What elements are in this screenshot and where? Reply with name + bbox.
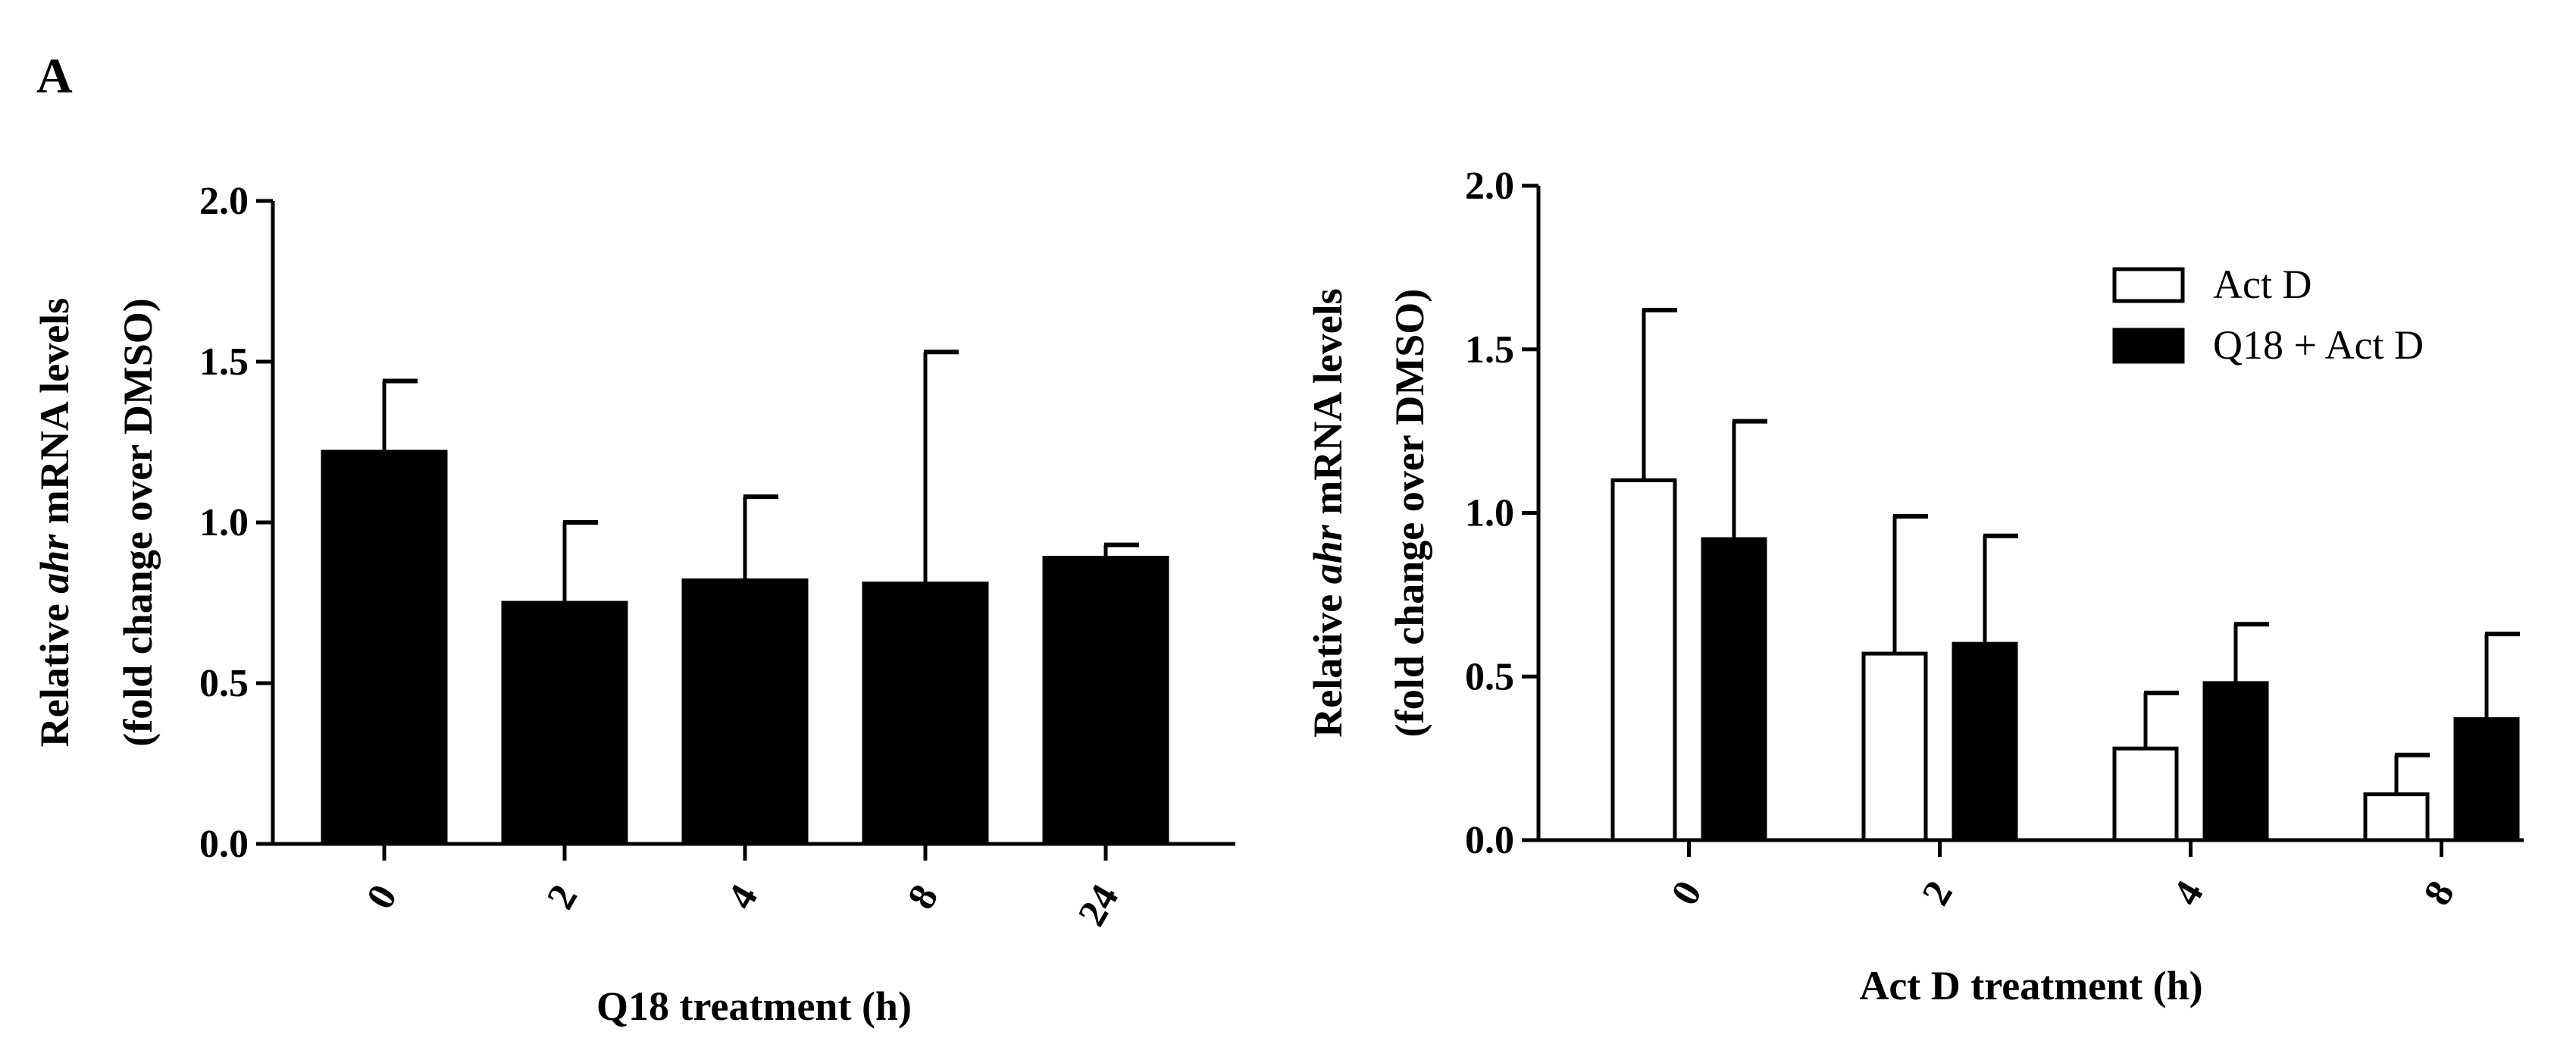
- x-tick-label: 4: [2165, 874, 2212, 913]
- x-tick-label: 8: [900, 878, 947, 917]
- legend-swatch: [2112, 328, 2185, 364]
- x-tick-label: 0: [358, 878, 405, 917]
- x-tick-label: 0: [1664, 874, 1711, 913]
- bar: [2363, 792, 2430, 842]
- bar: [1952, 641, 2018, 842]
- y-tick-label: 2.0: [199, 180, 249, 223]
- y-axis-title-part: (fold change over DMSO): [115, 298, 161, 746]
- x-axis-title: Act D treatment (h): [1859, 963, 2202, 1008]
- bar: [2112, 746, 2179, 842]
- x-tick-label: 8: [2416, 874, 2463, 913]
- y-axis-title-part: Relative: [1305, 584, 1351, 737]
- y-tick-label: 0.5: [199, 662, 249, 705]
- bar: [862, 582, 989, 846]
- y-axis-title-part: mRNA levels: [32, 298, 77, 535]
- bar: [681, 578, 809, 846]
- y-tick-label: 0.0: [199, 823, 249, 866]
- x-axis-title: Q18 treatment (h): [596, 983, 912, 1029]
- bar: [321, 450, 448, 846]
- chart-right: 0.0 0.5 1.0 1.5 2.0 0 2 4 8 Relative ahr mRNA lev…: [1305, 165, 2524, 1008]
- bar: [1861, 651, 1928, 842]
- y-tick-label: 0.5: [1465, 655, 1514, 698]
- y-tick-label: 1.0: [199, 501, 249, 544]
- bar: [2453, 717, 2520, 842]
- bar: [501, 601, 628, 846]
- x-tick-label: 2: [539, 878, 586, 917]
- bar: [1042, 556, 1169, 846]
- y-axis-title: (fold change over DMSO): [1387, 289, 1432, 737]
- legend-label: Q18 + Act D: [2213, 322, 2424, 368]
- legend-swatch: [2112, 267, 2185, 303]
- y-tick-label: 0.0: [1465, 819, 1514, 862]
- bar: [1701, 537, 1767, 842]
- y-axis-title-part: Relative: [32, 594, 77, 747]
- x-tick-label: 4: [719, 878, 766, 917]
- panel-label: A: [36, 49, 73, 104]
- y-axis-title: (fold change over DMSO): [115, 298, 161, 746]
- legend-label: Act D: [2213, 262, 2312, 307]
- y-tick-label: 1.5: [1465, 328, 1514, 372]
- x-tick-label: 2: [1914, 874, 1961, 913]
- y-tick-label: 1.0: [1465, 492, 1514, 535]
- x-tick-label: 24: [1070, 878, 1127, 934]
- y-axis-title: Relative ahr mRNA levels: [32, 298, 77, 747]
- y-axis-title-part: ahr: [1305, 524, 1351, 584]
- bar: [1610, 478, 1677, 842]
- y-axis-title-part: (fold change over DMSO): [1387, 289, 1432, 737]
- y-axis-title: Relative ahr mRNA levels: [1305, 288, 1351, 737]
- y-axis-title-part: mRNA levels: [1305, 288, 1351, 525]
- y-tick-label: 1.5: [199, 340, 249, 384]
- y-axis-title-part: ahr: [32, 534, 77, 594]
- bar: [2202, 681, 2269, 842]
- y-tick-label: 2.0: [1465, 165, 1514, 208]
